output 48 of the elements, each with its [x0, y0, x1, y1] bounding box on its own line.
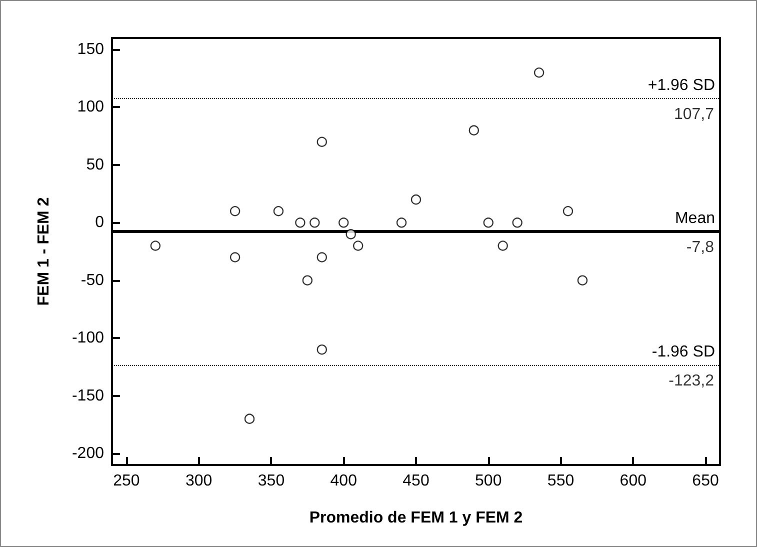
point: [396, 218, 407, 228]
x-tick-label: 450: [402, 472, 430, 490]
point: [316, 136, 328, 147]
y-tick-label: 0: [95, 214, 104, 232]
point: [498, 240, 508, 251]
point: [562, 206, 574, 216]
x-axis-title: Promedio de FEM 1 y FEM 2: [309, 510, 523, 526]
x-tick-label: 500: [475, 472, 502, 490]
point: [353, 240, 364, 251]
ref-line-label: +1.96 SD: [648, 76, 715, 94]
annotation: -7,8: [686, 239, 714, 256]
y-tick-label: 150: [77, 41, 104, 58]
y-tick-label: -200: [72, 444, 104, 462]
x-tick-label: 600: [620, 472, 647, 490]
y-tick-label: -50: [80, 272, 104, 289]
point: [230, 206, 240, 216]
ref-line-label: Mean: [674, 210, 715, 228]
x-tick-label: 400: [330, 472, 358, 490]
y-tick-label: -150: [72, 387, 104, 404]
point: [244, 414, 255, 424]
point: [346, 229, 356, 240]
point: [150, 240, 161, 251]
y-tick-label: 50: [86, 156, 104, 174]
point: [273, 206, 284, 216]
x-tick-label: 650: [692, 472, 719, 490]
point: [534, 68, 544, 78]
x-tick-label: 350: [258, 472, 285, 490]
point: [295, 218, 306, 228]
y-tick-label: 100: [77, 98, 104, 116]
point: [338, 218, 349, 228]
point: [316, 252, 328, 262]
point: [512, 218, 522, 228]
x-tick-label: 550: [547, 472, 574, 490]
point: [230, 252, 240, 262]
point: [316, 344, 328, 355]
point: [310, 218, 320, 228]
point: [483, 218, 494, 228]
x-tick-label: 250: [113, 472, 140, 490]
annotation: -123,2: [668, 372, 714, 390]
annotation: 107,7: [674, 106, 714, 123]
y-tick-label: -100: [72, 330, 104, 347]
y-axis-title: FEM 1 - FEM 2: [36, 197, 52, 306]
point: [410, 194, 422, 205]
point: [468, 125, 480, 136]
point: [577, 275, 588, 286]
ref-line-label: -1.96 SD: [652, 343, 715, 360]
x-tick-label: 300: [186, 472, 212, 490]
point: [302, 275, 313, 286]
